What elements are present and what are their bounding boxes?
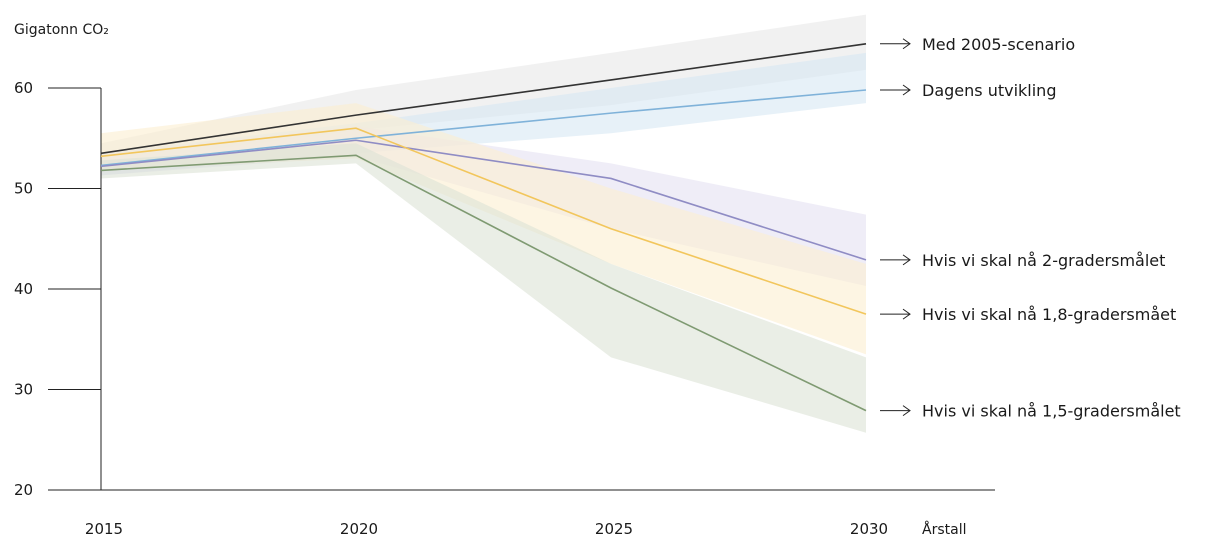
- x-tick-label-2025: 2025: [595, 520, 633, 538]
- y-tick-label-50: 50: [14, 180, 33, 198]
- line-dagens-utvikling: [100, 89, 867, 167]
- y-tick-label-20: 20: [14, 481, 33, 499]
- line-med-2005-scenario: [100, 42, 867, 155]
- x-tick-label-2020: 2020: [340, 520, 378, 538]
- band-hvis-vi-skal-na-1-8-gradersmaet: [101, 103, 866, 355]
- y-tick-label-40: 40: [14, 280, 33, 298]
- series-label-med-2005-scenario: Med 2005-scenario: [922, 35, 1075, 54]
- series-lines: [100, 42, 867, 412]
- series-label-dagens-utvikling: Dagens utvikling: [922, 81, 1056, 100]
- line-hvis-vi-skal-na-1-8-gradersmaet: [100, 127, 867, 315]
- y-tick-label-60: 60: [14, 79, 33, 97]
- x-axis-title: Årstall: [922, 521, 966, 538]
- y-axis-title: Gigatonn CO₂: [14, 22, 109, 38]
- label-arrowhead-hvis-vi-skal-na-2-gradersmalet: [902, 254, 911, 266]
- line-hvis-vi-skal-na-1-5-gradersmalet: [100, 154, 867, 412]
- label-arrowhead-med-2005-scenario: [902, 38, 911, 50]
- x-tick-label-2015: 2015: [85, 520, 123, 538]
- label-arrowhead-hvis-vi-skal-na-1-8-gradersmaet: [902, 308, 911, 320]
- series-label-hvis-vi-skal-na-1-5-gradersmalet: Hvis vi skal nå 1,5-gradersmålet: [922, 402, 1181, 421]
- band-hvis-vi-skal-na-1-5-gradersmalet: [101, 143, 866, 433]
- series-labels: Med 2005-scenario Dagens utvikling Hvis vi…: [880, 35, 1181, 421]
- line-hvis-vi-skal-na-2-gradersmalet: [100, 139, 867, 261]
- series-label-hvis-vi-skal-na-2-gradersmalet: Hvis vi skal nå 2-gradersmålet: [922, 251, 1165, 270]
- label-arrowhead-hvis-vi-skal-na-1-5-gradersmalet: [902, 405, 911, 417]
- y-tick-label-30: 30: [14, 381, 33, 399]
- label-arrowhead-dagens-utvikling: [902, 84, 911, 96]
- y-axis-title-text: Gigatonn CO₂: [14, 22, 109, 38]
- series-label-hvis-vi-skal-na-1-8-gradersmaet: Hvis vi skal nå 1,8-gradersmået: [922, 305, 1176, 324]
- x-tick-label-2030: 2030: [850, 520, 888, 538]
